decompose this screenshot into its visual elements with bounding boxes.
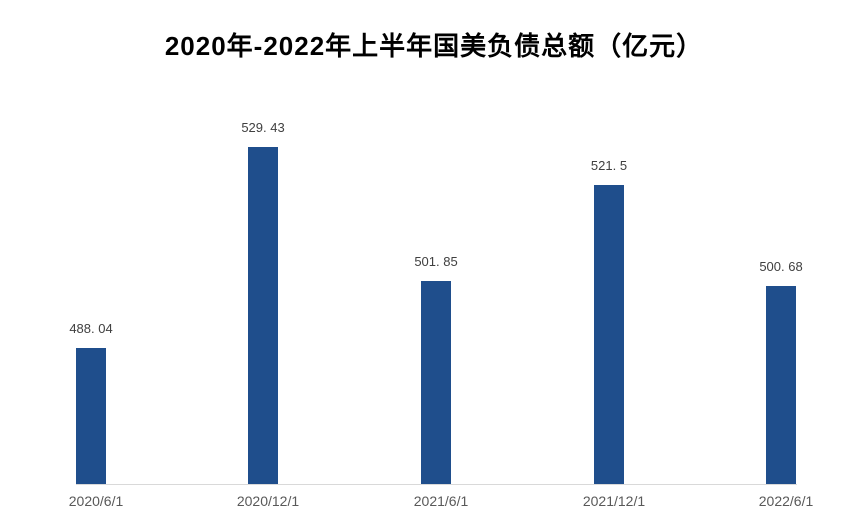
bar-2020/6/1: [76, 348, 106, 484]
x-axis-line: [76, 484, 797, 485]
chart-title: 2020年-2022年上半年国美负债总额（亿元）: [164, 31, 704, 61]
x-axis-tick-label: 2020/12/1: [236, 493, 300, 509]
bar-value-label: 521. 5: [590, 158, 628, 173]
bar-2021/12/1: [594, 185, 624, 484]
bar-value-label: 500. 68: [759, 259, 803, 274]
bar-2020/12/1: [248, 147, 278, 484]
bar-2022/6/1: [766, 286, 796, 484]
bar-2021/6/1: [421, 281, 451, 484]
bar-value-label: 488. 04: [69, 321, 113, 336]
x-axis-tick-label: 2021/12/1: [582, 493, 646, 509]
bar-value-label: 529. 43: [241, 120, 285, 135]
x-axis-tick-label: 2021/6/1: [413, 493, 469, 509]
x-axis-tick-label: 2022/6/1: [758, 493, 814, 509]
x-axis-tick-label: 2020/6/1: [68, 493, 124, 509]
bar-value-label: 501. 85: [414, 254, 458, 269]
